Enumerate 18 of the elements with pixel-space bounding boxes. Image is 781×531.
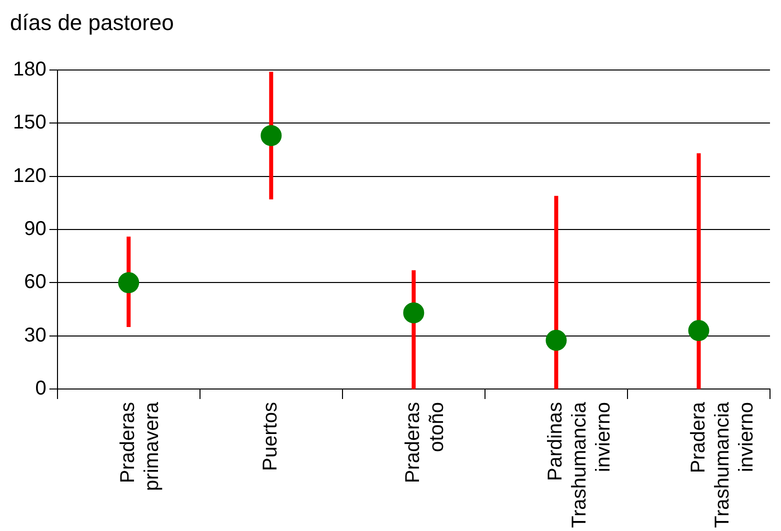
point [118,272,140,294]
y-tick-label: 150 [12,112,46,134]
x-tick-label: Praderas primavera [117,401,164,491]
y-axis-title: días de pastoreo [10,10,174,36]
point [546,330,567,351]
x-tick-label: Puertos [260,402,282,471]
x-tick-label: Praderas otoño [402,402,448,484]
point [688,320,710,342]
y-tick-label: 180 [12,58,46,81]
point [403,302,424,324]
y-tick-label: 60 [24,271,46,294]
x-tick-label: Pardinas Trashumancia invierno [544,401,615,528]
y-tick-label: 30 [24,324,46,346]
point [260,125,282,146]
y-tick-label: 90 [24,218,46,240]
x-tick-label: Pradera Trashumancia invierno [687,401,758,528]
y-tick-label: 0 [35,378,46,400]
y-tick-label: 120 [12,164,46,187]
